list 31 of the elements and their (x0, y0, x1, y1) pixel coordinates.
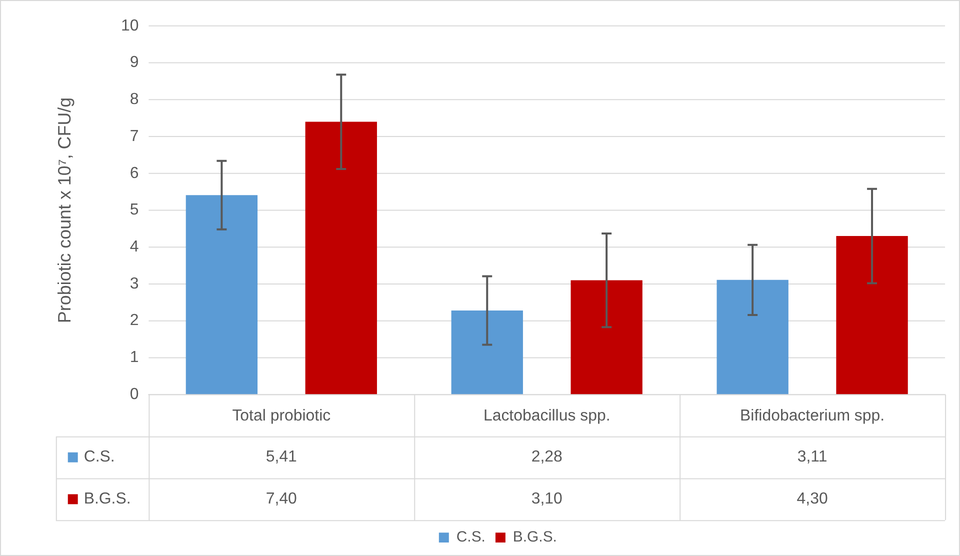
y-tick-label: 6 (130, 164, 139, 182)
y-tick-label: 7 (130, 128, 139, 145)
y-tick-label: 4 (130, 238, 139, 256)
legend-label: C.S. (84, 448, 115, 466)
y-tick-label: 9 (130, 54, 139, 72)
y-tick-label: 8 (130, 91, 139, 108)
bar (836, 236, 908, 394)
data-label: 2,28 (531, 448, 563, 466)
y-axis-title: Probiotic count x 10⁷, CFU/g (54, 97, 75, 324)
y-tick-label: 1 (130, 349, 139, 366)
x-tick-label: Lactobacillus spp. (483, 408, 610, 424)
bar (570, 280, 642, 394)
y-tick-label: 5 (130, 202, 139, 219)
y-tick-label: 10 (120, 17, 139, 34)
y-tick-label: 3 (130, 275, 139, 292)
data-label: 5,41 (266, 448, 298, 466)
bar (451, 310, 523, 394)
data-label: 3,11 (797, 448, 828, 466)
bar (716, 280, 788, 394)
x-tick-label: Bifidobacterium spp. (740, 408, 885, 424)
data-label: 4,30 (796, 490, 828, 508)
y-tick-label: 0 (130, 386, 139, 403)
data-label: 7,40 (266, 490, 298, 508)
y-tick-label: 2 (130, 312, 139, 330)
bar (305, 122, 377, 394)
text: B.G.S. (84, 490, 131, 508)
bar (186, 195, 258, 394)
data-label: 3,10 (531, 490, 563, 508)
text: C.S. (456, 528, 486, 546)
x-tick-label: Total probiotic (232, 408, 331, 424)
legend-label: B.G.S. (512, 528, 557, 546)
